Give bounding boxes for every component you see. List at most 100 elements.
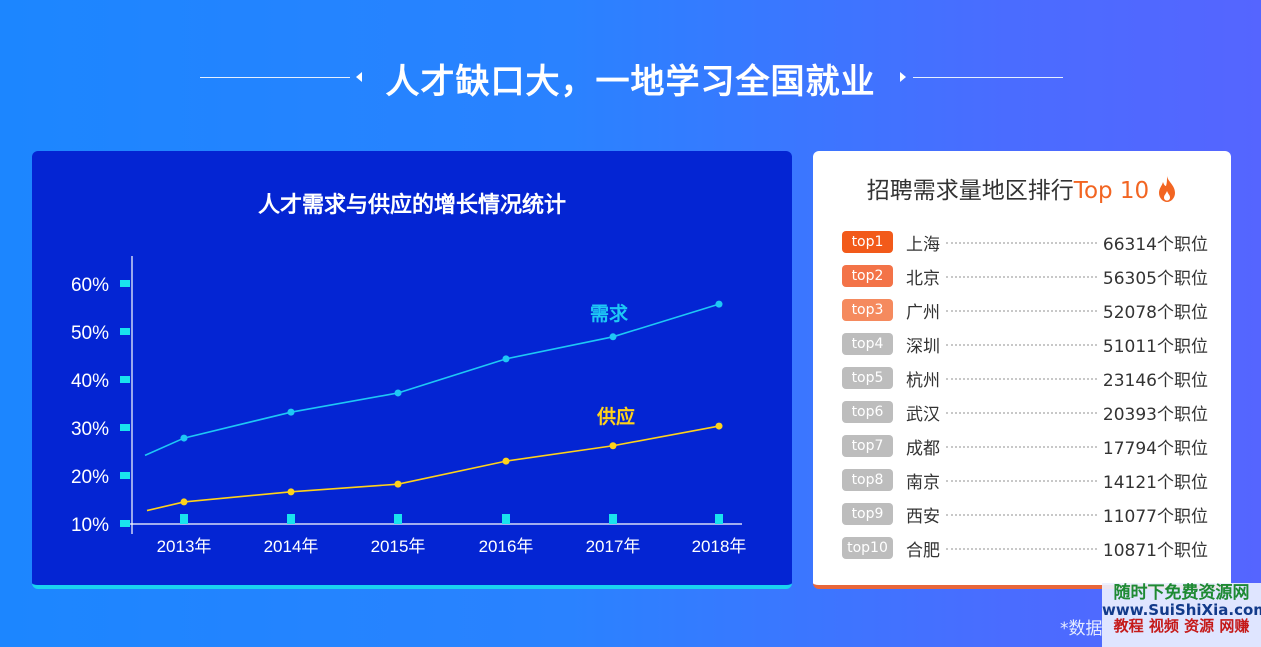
y-tick-label: 60% xyxy=(71,275,109,296)
job-count: 52078个职位 xyxy=(1102,302,1208,323)
series-label-supply: 供应 xyxy=(596,405,635,428)
data-point xyxy=(715,422,723,430)
data-point xyxy=(609,333,617,341)
city-name: 南京 xyxy=(906,472,940,493)
ranking-row: top10 合肥 10871个职位 xyxy=(842,531,1208,565)
chart-card: 人才需求与供应的增长情况统计 10% 20% 30% 40% 50% 60% 2013年 20… xyxy=(32,151,792,589)
y-tick-label: 30% xyxy=(71,419,109,440)
y-tick-label: 50% xyxy=(71,323,109,344)
dotted-leader xyxy=(946,242,1097,244)
flame-icon xyxy=(1157,176,1177,208)
rank-badge: top6 xyxy=(842,401,893,423)
page-title: 人才缺口大，一地学习全国就业 xyxy=(385,62,876,102)
rank-badge: top8 xyxy=(842,469,893,491)
job-count: 20393个职位 xyxy=(1102,404,1208,425)
ranking-row: top9 西安 11077个职位 xyxy=(842,497,1208,531)
watermark-line1: 随时下免费资源网 xyxy=(1113,583,1250,603)
dotted-leader xyxy=(946,514,1097,516)
page-header: 人才缺口大，一地学习全国就业 xyxy=(0,50,1261,106)
ranking-row: top6 武汉 20393个职位 xyxy=(842,395,1208,429)
ranking-title-highlight: Top 10 xyxy=(1073,178,1150,204)
y-tick-label: 40% xyxy=(71,371,109,392)
city-name: 合肥 xyxy=(906,540,940,561)
ranking-row: top7 成都 17794个职位 xyxy=(842,429,1208,463)
x-tick-label: 2014年 xyxy=(264,537,319,556)
rank-badge: top1 xyxy=(842,231,893,253)
watermark: 随时下免费资源网 www.SuiShiXia.com 教程 视频 资源 网赚 xyxy=(1102,583,1261,647)
city-name: 西安 xyxy=(906,506,940,527)
line-chart: 10% 20% 30% 40% 50% 60% 2013年 2014年 2015年 2016年 20… xyxy=(71,256,747,556)
ranking-title-text: 招聘需求量地区排行 xyxy=(866,178,1074,204)
ranking-row: top3 广州 52078个职位 xyxy=(842,293,1208,327)
x-tick-label: 2018年 xyxy=(692,537,747,556)
data-point xyxy=(715,300,723,308)
y-tick-marker xyxy=(120,328,130,335)
header-divider-right xyxy=(913,77,1063,78)
job-count: 11077个职位 xyxy=(1102,506,1208,527)
series-line-demand xyxy=(144,303,720,457)
job-count: 10871个职位 xyxy=(1102,540,1208,561)
job-count: 56305个职位 xyxy=(1102,268,1208,289)
watermark-line3: 教程 视频 资源 网赚 xyxy=(1113,616,1250,635)
x-tick-marker xyxy=(394,514,402,524)
city-name: 广州 xyxy=(906,302,940,323)
x-tick-label: 2015年 xyxy=(371,537,426,556)
city-name: 杭州 xyxy=(906,370,940,391)
x-tick-label: 2016年 xyxy=(479,537,534,556)
rank-badge: top4 xyxy=(842,333,893,355)
data-point xyxy=(394,389,402,397)
y-tick-label: 20% xyxy=(71,467,109,488)
chart-title: 人才需求与供应的增长情况统计 xyxy=(257,193,566,218)
data-point xyxy=(502,355,510,363)
city-name: 上海 xyxy=(906,234,940,255)
rank-badge: top9 xyxy=(842,503,893,525)
x-tick-label: 2013年 xyxy=(157,537,212,556)
data-point xyxy=(287,488,295,496)
job-count: 14121个职位 xyxy=(1102,472,1208,493)
series-label-demand: 需求 xyxy=(590,302,629,325)
city-name: 成都 xyxy=(906,438,940,459)
ranking-row: top1 上海 66314个职位 xyxy=(842,225,1208,259)
job-count: 51011个职位 xyxy=(1102,336,1208,357)
data-point xyxy=(180,434,188,442)
x-tick-marker xyxy=(502,514,510,524)
ranking-row: top4 深圳 51011个职位 xyxy=(842,327,1208,361)
dotted-leader xyxy=(946,344,1097,346)
rank-badge: top10 xyxy=(842,537,893,559)
y-tick-marker xyxy=(120,472,130,479)
rank-badge: top7 xyxy=(842,435,893,457)
series-line-supply xyxy=(146,425,720,512)
city-name: 深圳 xyxy=(906,336,940,357)
dotted-leader xyxy=(946,412,1097,414)
x-tick-marker xyxy=(609,514,617,524)
ranking-card: 招聘需求量地区排行Top 10 top1 上海 66314个职位 top2 北京 5630… xyxy=(813,151,1231,589)
data-point xyxy=(394,480,402,488)
ranking-row: top5 杭州 23146个职位 xyxy=(842,361,1208,395)
data-point xyxy=(609,442,617,450)
data-point xyxy=(502,457,510,465)
arrow-right-icon xyxy=(900,72,906,82)
dotted-leader xyxy=(946,378,1097,380)
dotted-leader xyxy=(946,276,1097,278)
city-name: 武汉 xyxy=(906,404,940,425)
y-tick-marker xyxy=(120,424,130,431)
y-tick-label: 10% xyxy=(71,515,109,536)
x-tick-marker xyxy=(287,514,295,524)
arrow-left-icon xyxy=(356,72,362,82)
ranking-title: 招聘需求量地区排行Top 10 xyxy=(813,171,1231,208)
dotted-leader xyxy=(946,480,1097,482)
rank-badge: top3 xyxy=(842,299,893,321)
y-tick-marker xyxy=(120,376,130,383)
x-tick-marker xyxy=(180,514,188,524)
dotted-leader xyxy=(946,310,1097,312)
dotted-leader xyxy=(946,548,1097,550)
data-point xyxy=(180,498,188,506)
y-tick-marker xyxy=(120,280,130,287)
job-count: 66314个职位 xyxy=(1102,234,1208,255)
job-count: 23146个职位 xyxy=(1102,370,1208,391)
x-tick-label: 2017年 xyxy=(586,537,641,556)
ranking-list: top1 上海 66314个职位 top2 北京 56305个职位 top3 广州 52078个… xyxy=(842,225,1208,565)
data-point xyxy=(287,408,295,416)
dotted-leader xyxy=(946,446,1097,448)
watermark-line2: www.SuiShiXia.com xyxy=(1102,600,1261,619)
